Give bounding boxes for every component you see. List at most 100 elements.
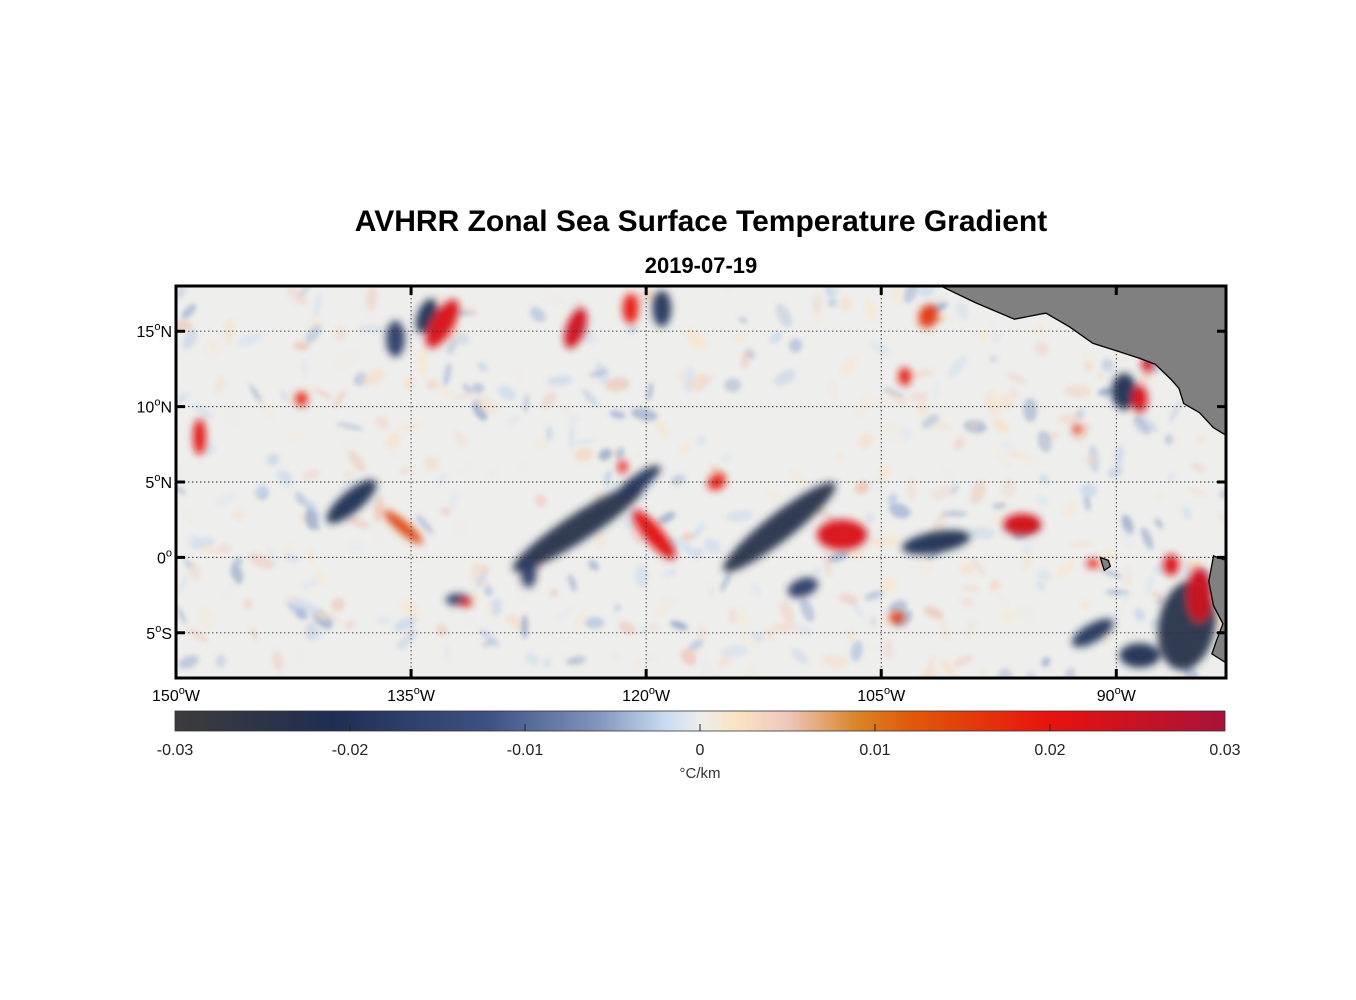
noise-patch xyxy=(883,639,894,660)
noise-patch xyxy=(550,589,558,597)
noise-patch xyxy=(303,469,320,481)
noise-patch xyxy=(614,604,621,612)
noise-patch xyxy=(826,379,838,401)
noise-patch xyxy=(490,597,502,617)
noise-patch xyxy=(373,495,385,523)
noise-patch xyxy=(837,453,844,462)
noise-patch xyxy=(933,423,952,430)
noise-patch xyxy=(474,395,498,415)
positive-gradient-patch xyxy=(918,304,938,329)
noise-patch xyxy=(376,618,391,624)
noise-patch xyxy=(800,598,815,623)
noise-patch xyxy=(725,510,753,521)
noise-patch xyxy=(232,556,243,567)
noise-patch xyxy=(287,286,308,306)
noise-patch xyxy=(465,305,477,314)
noise-patch xyxy=(200,541,210,558)
noise-patch xyxy=(1002,479,1016,499)
noise-patch xyxy=(385,432,400,449)
colorbar-units: °C/km xyxy=(680,765,721,782)
noise-patch xyxy=(925,656,935,678)
noise-patch xyxy=(356,383,374,396)
noise-patch xyxy=(573,299,584,309)
noise-patch xyxy=(738,633,758,647)
colorbar-tick-label: -0.01 xyxy=(507,742,544,759)
noise-patch xyxy=(301,359,308,377)
noise-patch xyxy=(921,562,933,573)
noise-patch xyxy=(1145,573,1155,596)
noise-patch xyxy=(827,298,838,307)
noise-patch xyxy=(977,330,987,342)
map-subtitle: 2019-07-19 xyxy=(644,253,758,278)
noise-patch xyxy=(1006,372,1027,384)
noise-patch xyxy=(286,433,304,441)
noise-patch xyxy=(1133,416,1150,436)
noise-patch xyxy=(437,383,457,402)
noise-patch xyxy=(529,307,546,323)
noise-patch xyxy=(1096,373,1105,379)
noise-patch xyxy=(366,315,379,323)
noise-patch xyxy=(1168,399,1183,424)
noise-patch xyxy=(566,656,586,665)
colorbar-tick-label: 0.01 xyxy=(859,742,890,759)
noise-patch xyxy=(685,328,707,350)
noise-patch xyxy=(1054,559,1077,579)
noise-patch xyxy=(523,394,530,413)
lon-tick-label: 90oW xyxy=(1097,685,1137,705)
noise-patch xyxy=(692,522,706,539)
noise-patch xyxy=(931,486,952,500)
noise-patch xyxy=(1009,389,1019,400)
noise-patch xyxy=(176,467,183,477)
noise-patch xyxy=(176,286,186,299)
noise-patch xyxy=(828,550,850,563)
noise-patch xyxy=(1165,434,1173,445)
noise-patch xyxy=(1083,361,1093,373)
noise-patch xyxy=(435,473,448,487)
positive-gradient-patch xyxy=(898,367,911,386)
noise-patch xyxy=(178,655,199,669)
noise-patch xyxy=(176,321,193,331)
noise-patch xyxy=(947,356,967,378)
noise-patch xyxy=(1136,369,1155,387)
noise-patch xyxy=(776,303,793,328)
colorbar-ticks: -0.03 -0.02 -0.01 0 0.01 0.02 0.03 xyxy=(157,724,1241,759)
noise-patch xyxy=(1002,609,1011,624)
noise-patch xyxy=(567,574,577,592)
noise-patch xyxy=(546,375,573,386)
lat-tick-label: 5oN xyxy=(145,472,172,492)
noise-patch xyxy=(695,375,714,393)
noise-patch xyxy=(176,392,189,404)
positive-gradient-patch xyxy=(564,308,588,349)
noise-patch xyxy=(345,515,371,529)
noise-patch xyxy=(995,586,1009,608)
noise-patch xyxy=(960,549,970,559)
noise-patch xyxy=(923,606,944,620)
noise-patch xyxy=(687,373,708,391)
noise-patch xyxy=(304,622,319,641)
noise-patch xyxy=(736,613,751,628)
noise-patch xyxy=(696,435,706,446)
noise-patch xyxy=(907,370,933,378)
noise-patch xyxy=(328,612,341,624)
noise-patch xyxy=(1183,558,1199,574)
noise-patch xyxy=(989,355,998,363)
noise-patch xyxy=(345,619,356,630)
noise-patch xyxy=(992,417,1010,434)
noise-patch xyxy=(720,572,732,592)
negative-gradient-patch xyxy=(902,530,971,555)
noise-patch xyxy=(877,464,891,481)
noise-patch xyxy=(487,468,499,478)
noise-patch xyxy=(722,286,737,292)
noise-patch xyxy=(183,509,194,523)
noise-patch xyxy=(858,433,873,448)
noise-patch xyxy=(1111,609,1124,616)
noise-patch xyxy=(609,410,626,420)
lat-tick-label: 15oN xyxy=(137,321,172,341)
land-layer xyxy=(939,286,1226,664)
noise-patch xyxy=(595,529,606,549)
noise-patch xyxy=(1084,455,1097,466)
central-america-landmass xyxy=(939,286,1226,437)
noise-patch xyxy=(961,596,974,607)
noise-patch xyxy=(909,392,928,400)
positive-gradient-patch xyxy=(1072,424,1082,434)
